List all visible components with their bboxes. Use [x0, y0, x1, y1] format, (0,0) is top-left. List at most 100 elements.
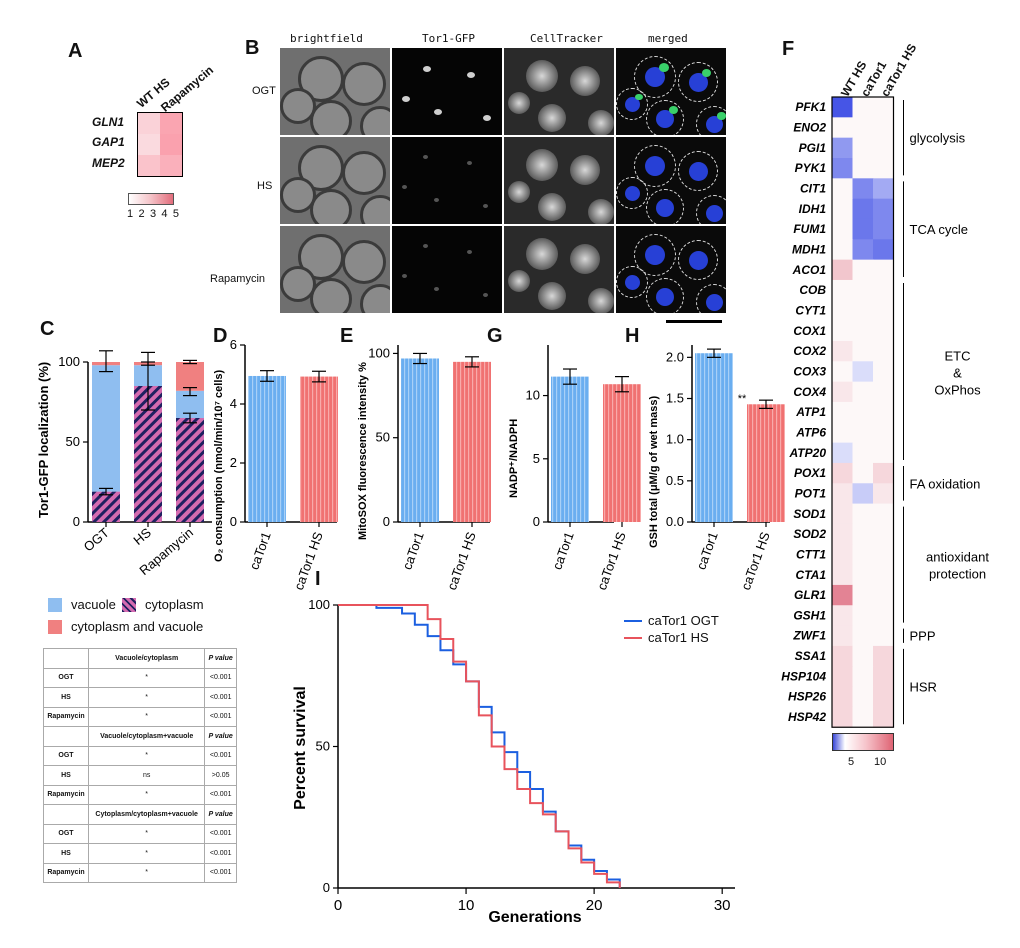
panel-d-y-tick-label: 2	[230, 455, 237, 470]
panel-c-y-tick-label: 100	[58, 354, 80, 369]
gfp-signal	[402, 184, 407, 189]
pvalue-table: Vacuole/cytoplasm P value OGT * <0.001 HS * <…	[43, 648, 237, 883]
legend-label-ogt: caTor1 OGT	[648, 613, 719, 628]
panel-f-group-label: OxPhos	[934, 382, 981, 397]
table-cell: *	[87, 823, 206, 844]
table-cell: >0.05	[204, 765, 237, 786]
scale-label: 3	[149, 208, 157, 220]
cell-outline	[280, 266, 316, 302]
panel-f-gene-label: ATP6	[795, 425, 826, 439]
table-header-row: Vacuole/cytoplasm+vacuole P value	[43, 726, 237, 747]
panel-f-heatmap-cell	[832, 544, 853, 566]
celltracker-cell	[508, 270, 530, 292]
panel-c-y-tick-label: 0	[73, 514, 80, 529]
panel-c-bar-segment	[92, 365, 120, 492]
panel-f-gene-label: COX4	[793, 385, 826, 399]
panel-e-ylabel: MitoSOX fluorescence intensity %	[357, 362, 369, 540]
cell-outline	[280, 177, 316, 213]
panel-f-heatmap-cell	[852, 605, 874, 627]
table-cell: <0.001	[204, 667, 237, 688]
heatmap-cell	[138, 155, 160, 176]
panel-f-heatmap-cell	[852, 381, 874, 403]
panel-f-gene-label: SOD2	[793, 527, 826, 541]
celltracker-cell	[508, 92, 530, 114]
table-cell: *	[87, 784, 206, 805]
panel-f-heatmap-cell	[852, 320, 874, 342]
table-header-pvalue: P value	[204, 804, 237, 825]
panel-f-gene-label: HSP104	[781, 669, 826, 683]
celltracker-cell	[526, 238, 558, 270]
panel-b-col-celltracker: CellTracker	[530, 32, 603, 45]
table-row: OGT * <0.001	[43, 745, 237, 766]
panel-i-x-tick-label: 0	[334, 897, 342, 914]
panel-f-heatmap-cell	[852, 157, 874, 179]
panel-f-heatmap-cell	[852, 544, 874, 566]
panel-d-x-tick-label: caTor1 HS	[291, 530, 326, 592]
merged-cell	[634, 145, 676, 187]
cell-outline	[360, 195, 390, 224]
panel-f-group-label: &	[953, 365, 962, 380]
legend-line-hs	[624, 637, 642, 639]
panel-h-y-tick-label: 0.5	[666, 473, 684, 488]
panel-f-gene-label: ATP20	[789, 446, 827, 460]
panel-f-heatmap-cell	[832, 483, 853, 505]
panel-f-heatmap-cell	[832, 320, 853, 342]
table-cell: <0.001	[204, 862, 237, 883]
panel-b-row-hs: HS	[257, 180, 273, 192]
legend-label-cytoplasm: cytoplasm	[145, 597, 204, 612]
panel-f-heatmap-cell	[873, 544, 894, 566]
panel-a-colorscale	[128, 193, 174, 205]
micrograph-tile	[616, 48, 726, 135]
table-cell	[43, 648, 89, 669]
panel-f-heatmap-cell	[832, 645, 853, 667]
gfp-signal	[434, 109, 442, 115]
panel-f-gene-label: ACO1	[792, 263, 827, 277]
panel-f-heatmap-cell	[832, 340, 853, 362]
panel-f-gene-label: CIT1	[800, 181, 826, 195]
panel-f-gene-label: COX3	[793, 364, 826, 378]
panel-f-gene-label: SOD1	[793, 507, 826, 521]
heatmap-cell	[160, 134, 182, 155]
merged-cell	[616, 266, 648, 298]
panel-e-x-tick-label: caTor1	[399, 530, 426, 572]
panel-c-ylabel: Tor1-GFP localization (%)	[36, 362, 51, 518]
merged-cell	[634, 234, 676, 276]
panel-f-gene-label: COX2	[793, 344, 826, 358]
panel-f-heatmap-cell	[873, 462, 894, 484]
panel-f-heatmap-cell	[852, 401, 874, 423]
panel-d-y-tick-label: 0	[230, 514, 237, 529]
panel-f-group-label: protection	[929, 567, 986, 582]
panel-f-heatmap-cell	[832, 178, 853, 200]
panel-f-gene-label: ENO2	[793, 120, 826, 134]
panel-f-gene-label: HSP42	[788, 710, 826, 724]
panel-label-i: I	[315, 568, 321, 590]
panel-f-group-label: ETC	[945, 348, 971, 363]
micrograph-tile	[504, 137, 614, 224]
gfp-signal	[402, 273, 407, 278]
table-cell: *	[87, 862, 206, 883]
panel-f-heatmap-cell	[852, 564, 874, 586]
table-cell: <0.001	[204, 784, 237, 805]
panel-f-heatmap-cell	[852, 666, 874, 688]
celltracker-cell	[570, 66, 600, 96]
table-row: HS ns >0.05	[43, 765, 237, 786]
panel-f-heatmap-cell	[832, 239, 853, 261]
gfp-signal	[483, 203, 489, 208]
panel-f-heatmap-cell	[832, 584, 853, 606]
panel-f-group-label: PPP	[910, 629, 936, 644]
table-row: HS * <0.001	[43, 843, 237, 864]
panel-f-heatmap-cell	[873, 239, 894, 261]
panel-f-heatmap-cell	[832, 381, 853, 403]
panel-f-gene-label: MDH1	[792, 242, 826, 256]
panel-f-heatmap-cell	[873, 97, 894, 118]
panel-f-heatmap-cell	[852, 686, 874, 708]
cell-outline	[342, 240, 386, 284]
panel-f-heatmap-cell	[852, 462, 874, 484]
table-cell: *	[87, 687, 206, 708]
panel-g-ylabel: NADP⁺/NADPH	[508, 419, 520, 498]
panel-g-x-tick-label: caTor1 HS	[594, 530, 629, 592]
panel-h-y-tick-label: 0.0	[666, 514, 684, 529]
panel-h-y-tick-label: 1.5	[666, 391, 684, 406]
gfp-signal	[466, 160, 472, 165]
